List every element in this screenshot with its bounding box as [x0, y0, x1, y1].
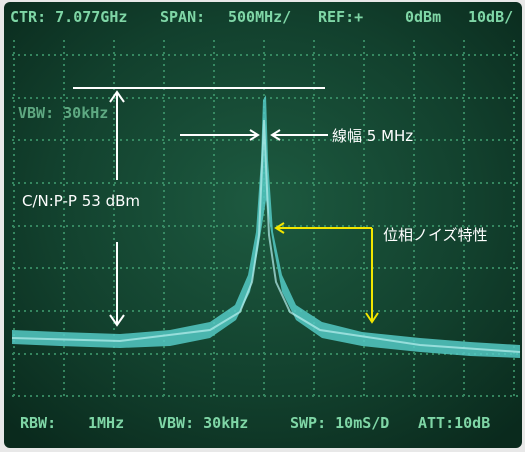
- footer-text: ATT:10dB: [418, 414, 490, 432]
- footer-text: RBW:: [20, 414, 56, 432]
- screen-photo: CTR: 7.077GHz SPAN: 500MHz/ REF:+ 0dBm 1…: [0, 0, 525, 452]
- header-text: SPAN:: [160, 8, 205, 26]
- footer-text: VBW: 30kHz: [158, 414, 248, 432]
- header-text: REF:+: [318, 8, 363, 26]
- header-text: CTR: 7.077GHz: [10, 8, 127, 26]
- header-text: 500MHz/: [228, 8, 291, 26]
- header-text: 10dB/: [468, 8, 513, 26]
- cn-label: C/N:P-P 53 dBm: [22, 192, 140, 210]
- header-text: 0dBm: [405, 8, 441, 26]
- overlay-label: VBW: 30kHz: [18, 104, 108, 122]
- footer-text: SWP: 10mS/D: [290, 414, 389, 432]
- phase-noise-label: 位相ノイズ特性: [383, 226, 488, 244]
- linewidth-label: 線幅 5 MHz: [332, 127, 413, 145]
- footer-text: 1MHz: [88, 414, 124, 432]
